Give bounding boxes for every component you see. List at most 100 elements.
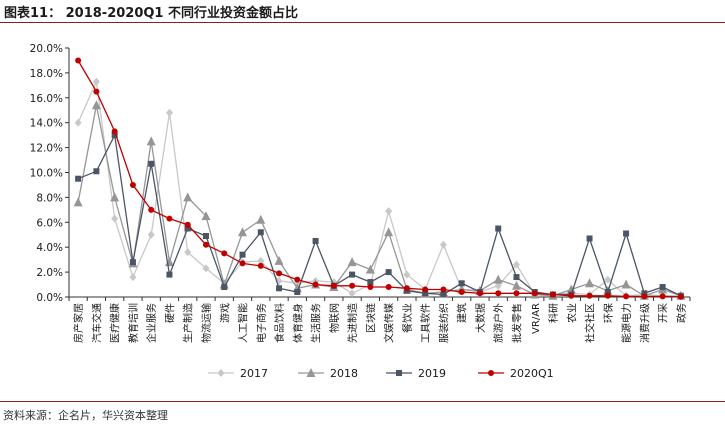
- data-point-triangle: [183, 192, 193, 202]
- data-point-circle: [623, 293, 630, 300]
- data-point-square: [184, 225, 191, 232]
- data-point-square: [129, 259, 136, 266]
- data-point-circle: [531, 290, 538, 297]
- y-tick-label: 18.0%: [30, 68, 63, 80]
- data-point-circle: [403, 285, 410, 292]
- line-chart: 0.0% 2.0% 4.0% 6.0% 8.0% 10.0% 12.0% 14.0% 16.0%…: [30, 43, 691, 380]
- data-point-circle: [349, 282, 356, 289]
- data-point-square: [367, 279, 374, 286]
- series-2017: [74, 77, 685, 300]
- data-point-diamond: [385, 207, 393, 216]
- data-point-square: [93, 168, 100, 175]
- data-point-circle: [513, 290, 520, 297]
- data-point-triangle: [146, 136, 156, 146]
- x-category-label: 工具软件: [419, 303, 432, 343]
- x-category-label: 农业: [565, 303, 578, 323]
- data-point-diamond: [604, 275, 612, 284]
- data-point-circle: [488, 370, 494, 376]
- data-point-triangle: [621, 279, 631, 289]
- source-note: 资料来源：企名片，华兴资本整理: [3, 409, 168, 422]
- data-point-circle: [239, 260, 246, 267]
- data-point-triangle: [493, 274, 503, 284]
- x-category-label: 文娱传媒: [383, 303, 396, 343]
- y-tick-label: 6.0%: [36, 217, 63, 229]
- legend-label: 2018: [330, 367, 358, 380]
- y-tick-label: 12.0%: [30, 143, 63, 155]
- data-point-diamond: [165, 108, 173, 117]
- x-category-label: 环保: [602, 303, 615, 323]
- x-category-label: 企业服务: [145, 303, 158, 343]
- data-point-square: [148, 160, 155, 167]
- y-tick-label: 8.0%: [36, 192, 63, 204]
- series-line: [77, 133, 682, 297]
- data-point-diamond: [403, 270, 411, 279]
- x-category-label: 生产制造: [182, 303, 195, 343]
- x-category-label: 人工智能: [237, 303, 250, 343]
- data-point-square: [495, 225, 502, 232]
- data-point-square: [276, 285, 283, 292]
- data-point-triangle: [91, 100, 101, 110]
- x-category-label: 社交社区: [584, 303, 597, 343]
- x-category-label: 区块链: [364, 303, 377, 333]
- data-point-diamond: [147, 230, 155, 239]
- data-point-circle: [221, 250, 228, 257]
- data-point-circle: [550, 291, 557, 298]
- legend-item-2018: 2018: [298, 367, 358, 380]
- data-point-circle: [458, 289, 465, 296]
- x-category-label: 批发零售: [510, 303, 523, 343]
- data-point-diamond: [202, 264, 210, 273]
- data-point-diamond: [217, 369, 225, 377]
- data-point-square: [440, 291, 447, 298]
- data-point-square: [641, 290, 648, 297]
- x-category-label: 先进制造: [346, 303, 359, 343]
- data-point-diamond: [92, 77, 100, 86]
- x-category-label: 餐饮业: [401, 303, 414, 333]
- data-point-circle: [276, 270, 283, 277]
- x-category-label: VR/AR: [531, 303, 542, 334]
- x-category-label: 科研: [547, 303, 560, 323]
- series-2018: [73, 100, 686, 300]
- data-point-square: [349, 271, 356, 278]
- data-point-circle: [677, 293, 684, 300]
- data-point-circle: [202, 241, 209, 248]
- data-point-diamond: [257, 256, 265, 265]
- data-point-square: [111, 132, 118, 139]
- series-lines: [73, 57, 686, 300]
- data-point-triangle: [306, 368, 316, 377]
- data-point-square: [312, 237, 319, 244]
- x-category-label: 能源电力: [620, 303, 633, 343]
- data-point-circle: [93, 88, 100, 95]
- y-tick-label: 2.0%: [36, 267, 63, 279]
- data-point-triangle: [238, 227, 248, 237]
- y-tick-labels: 0.0% 2.0% 4.0% 6.0% 8.0% 10.0% 12.0% 14.0% 16.0%…: [30, 43, 63, 304]
- data-point-circle: [385, 284, 392, 291]
- data-point-square: [586, 235, 593, 242]
- series-line: [77, 60, 681, 298]
- y-tick-label: 20.0%: [30, 43, 63, 55]
- data-point-circle: [586, 292, 593, 299]
- data-point-circle: [312, 281, 319, 288]
- data-point-square: [202, 232, 209, 239]
- data-point-circle: [367, 284, 374, 291]
- x-category-label: 消费升级: [638, 303, 651, 343]
- data-point-square: [396, 370, 402, 376]
- data-point-triangle: [347, 257, 357, 267]
- x-category-label: 食品饮料: [273, 303, 286, 343]
- data-point-circle: [330, 282, 337, 289]
- data-point-triangle: [365, 264, 375, 274]
- x-category-labels: 房产家居 汽车交通 医疗健康 教育培训 企业服务 硬件 生产制造 物流运输 游戏 人工智能 电子商务…: [72, 303, 688, 343]
- x-category-label: 服装纺织: [437, 303, 450, 343]
- data-point-diamond: [74, 118, 82, 127]
- x-category-label: 物流运输: [200, 303, 213, 343]
- data-point-circle: [422, 286, 429, 293]
- data-point-circle: [604, 292, 611, 299]
- data-point-square: [604, 289, 611, 296]
- legend-item-2020q1: 2020Q1: [478, 367, 554, 380]
- data-point-square: [513, 274, 520, 281]
- y-tick-label: 16.0%: [30, 93, 63, 105]
- x-category-label: 体育健身: [291, 303, 304, 343]
- data-point-triangle: [256, 214, 266, 224]
- x-category-label: 大数据: [474, 303, 487, 333]
- data-point-triangle: [274, 255, 284, 265]
- x-category-label: 游戏: [218, 303, 231, 323]
